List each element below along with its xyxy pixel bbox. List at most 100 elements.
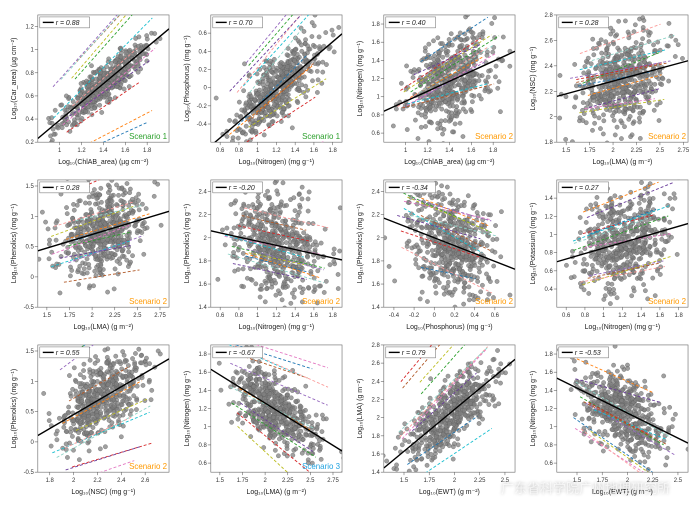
svg-text:1.6: 1.6 [199,282,208,288]
svg-text:1.75: 1.75 [64,313,76,319]
svg-text:r = 0.88: r = 0.88 [56,20,80,27]
svg-text:2.4: 2.4 [199,189,208,195]
scenario-label: Scenario 2 [475,297,514,306]
svg-text:0.2: 0.2 [450,313,459,319]
ylabel: Log₁₀(LMA) (g m⁻²) [357,379,364,439]
svg-text:0.8: 0.8 [372,113,381,119]
xlabel: Log₁₀(ChlAB_area) (µg cm⁻²) [58,159,148,166]
svg-text:r = -0.34: r = -0.34 [402,185,428,192]
svg-text:r = 0.28: r = 0.28 [56,185,80,192]
svg-text:1: 1 [550,232,554,238]
scenario-label: Scenario 2 [648,132,687,141]
scatter-panel: -0.4-0.200.20.40.61.41.61.822.22.4Log₁₀(… [352,173,521,334]
xlabel: Log₁₀(Phosphorus) (mg g⁻¹) [406,324,492,331]
svg-text:2: 2 [550,115,554,121]
svg-text:1.4: 1.4 [99,148,108,154]
scatter-panel: 0.60.811.21.41.61.81.41.61.822.22.4Log₁₀… [179,173,348,334]
svg-text:0: 0 [204,86,208,92]
svg-text:r = -0.20: r = -0.20 [229,185,255,192]
scatter-panel: 0.60.811.21.41.61.8-0.4-0.200.20.40.6Log… [179,8,348,169]
svg-text:1.6: 1.6 [467,148,476,154]
svg-text:1.4: 1.4 [199,305,208,311]
svg-text:0.4: 0.4 [26,117,35,123]
ylabel: Log₁₀(NSC) (mg g⁻¹) [530,47,537,111]
svg-text:2: 2 [204,236,208,242]
svg-text:1.4: 1.4 [545,196,554,202]
svg-text:1.4: 1.4 [372,305,381,311]
panel-grid: 1 1.2 1.4 1.6 1.8 0.2 0.4 0.6 0.8 1 1.2 Log₁₀(ChlAB… [6,8,694,499]
svg-text:0.6: 0.6 [199,31,208,37]
ylabel: Log₁₀(Potassium) (mg g⁻¹) [530,203,537,285]
svg-text:r = 0.27: r = 0.27 [575,185,600,192]
svg-text:0.4: 0.4 [545,287,554,293]
svg-text:1.2: 1.2 [272,313,281,319]
r-legend: r = 0.55 [40,347,90,358]
scenario-label: Scenario 1 [129,132,168,141]
r-legend: r = -0.20 [213,182,263,193]
svg-text:2.5: 2.5 [133,313,142,319]
svg-text:1.8: 1.8 [372,259,381,265]
svg-text:1.8: 1.8 [675,313,684,319]
svg-text:1: 1 [31,48,35,54]
xlabel: Log₁₀(EWT) (g m⁻²) [592,489,653,496]
r-legend: r = 0.27 [559,182,609,193]
svg-text:1.6: 1.6 [310,313,319,319]
svg-text:-0.2: -0.2 [197,104,208,110]
svg-text:2.2: 2.2 [372,213,381,219]
svg-text:2.25: 2.25 [631,148,643,154]
svg-text:1.8: 1.8 [489,148,498,154]
svg-text:1.8: 1.8 [199,259,208,265]
scatter-panel: 1.822.22.42.6-0.500.511.5Log₁₀(NSC) (mg … [6,338,175,499]
svg-text:2.75: 2.75 [154,313,166,319]
svg-text:r = 0.70: r = 0.70 [229,20,253,27]
svg-text:2.75: 2.75 [678,148,690,154]
ylabel: Log₁₀(Phosphorus) (mg g⁻¹) [184,35,191,121]
r-legend: r = -0.53 [559,347,609,358]
svg-text:1.2: 1.2 [423,148,432,154]
svg-text:1.75: 1.75 [584,148,596,154]
xlabel: Log₁₀(LMA) (g m⁻²) [593,159,653,166]
svg-text:0: 0 [31,275,35,281]
svg-text:1.2: 1.2 [77,148,86,154]
xlabel: Log₁₀(LMA) (g m⁻²) [247,489,307,496]
svg-text:1.4: 1.4 [291,148,300,154]
scatter-panel: 1.51.7522.252.52.750.60.811.21.41.61.8Lo… [179,338,348,499]
svg-text:1.4: 1.4 [372,58,381,64]
svg-text:1.5: 1.5 [43,313,52,319]
scatter-panel: 1.51.7522.252.51.41.61.822.22.42.62.8Log… [352,338,521,499]
svg-text:0.6: 0.6 [216,148,225,154]
svg-text:0.6: 0.6 [545,269,554,275]
svg-text:0.6: 0.6 [372,131,381,137]
svg-text:0.6: 0.6 [216,313,225,319]
svg-text:-0.4: -0.4 [197,122,208,128]
svg-text:1.2: 1.2 [545,214,554,220]
svg-text:-0.5: -0.5 [24,470,35,476]
svg-text:1.2: 1.2 [272,148,281,154]
svg-text:0: 0 [433,313,437,319]
r-legend: r = -0.67 [213,347,263,358]
svg-text:0.2: 0.2 [199,67,208,73]
svg-text:1.5: 1.5 [562,148,571,154]
svg-text:0.5: 0.5 [26,245,35,251]
svg-text:2.2: 2.2 [199,213,208,219]
svg-text:1.8: 1.8 [143,148,152,154]
svg-text:1.5: 1.5 [26,184,35,190]
svg-text:0.8: 0.8 [235,148,244,154]
scenario-label: Scenario 2 [129,297,168,306]
ylabel: Log₁₀(Phenolics) (mg g⁻¹) [357,204,364,283]
r-legend: r = 0.28 [559,17,609,28]
ylabel: Log₁₀(Phenolics) (mg g⁻¹) [184,204,191,283]
r-legend: r = 0.88 [40,17,90,28]
scenario-label: Scenario 3 [302,462,341,471]
svg-text:2.6: 2.6 [141,478,150,484]
ylabel: Log₁₀(Phenolics) (mg g⁻¹) [11,204,18,283]
svg-text:1: 1 [404,148,408,154]
svg-text:1.8: 1.8 [372,22,381,28]
r-legend: r = 0.28 [40,182,90,193]
svg-text:1.6: 1.6 [372,40,381,46]
r-legend: r = 0.40 [386,17,436,28]
svg-text:0: 0 [31,440,35,446]
scatter-panel: 1.51.7522.252.52.751.822.22.42.62.8Log₁₀… [525,8,694,169]
svg-text:0.8: 0.8 [581,313,590,319]
xlabel: Log₁₀(LMA) (g m⁻²) [74,324,134,331]
